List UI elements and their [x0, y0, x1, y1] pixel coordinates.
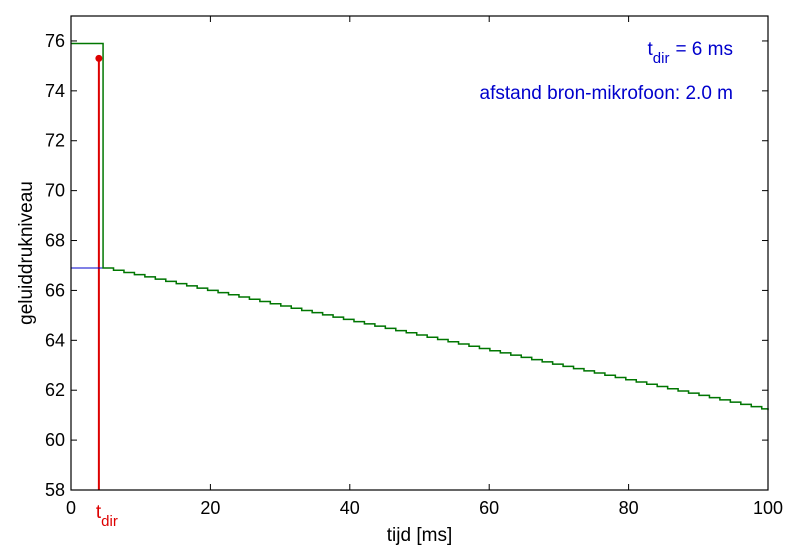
y-tick-label: 76 — [45, 31, 65, 51]
y-tick-label: 64 — [45, 330, 65, 350]
y-tick-label: 58 — [45, 480, 65, 500]
tdir-annotation: tdir = 6 ms — [647, 39, 733, 67]
x-tick-label: 60 — [479, 498, 499, 518]
tdir-axis-marker: tdir — [96, 502, 118, 530]
reverb-level-line — [71, 267, 769, 411]
y-tick-label: 66 — [45, 280, 65, 300]
plot-frame — [70, 15, 769, 491]
x-tick-label: 80 — [619, 498, 639, 518]
x-tick-label: 100 — [753, 498, 783, 518]
y-tick-label: 70 — [45, 181, 65, 201]
y-tick-label: 68 — [45, 231, 65, 251]
tdir-marker-sub: dir — [101, 513, 118, 530]
y-tick-label: 74 — [45, 81, 65, 101]
x-axis-label: tijd [ms] — [387, 525, 452, 546]
y-tick-label: 62 — [45, 380, 65, 400]
distance-annotation: afstand bron-mikrofoon: 2.0 m — [480, 83, 733, 104]
tdir-annotation-sub: dir — [653, 50, 670, 67]
tdir-marker-t: t — [96, 502, 102, 523]
y-tick-label: 72 — [45, 131, 65, 151]
y-tick-label: 60 — [45, 430, 65, 450]
axis-ticks: 0 20 40 60 80 100 58 60 62 64 66 68 70 72 74 76 — [45, 16, 783, 518]
tdir-annotation-value: = 6 ms — [675, 39, 733, 60]
x-tick-label: 20 — [200, 498, 220, 518]
x-tick-label: 0 — [66, 498, 76, 518]
total-level-line — [71, 42, 769, 411]
plot-area — [71, 42, 769, 490]
y-axis-label: geluiddrukniveau — [16, 181, 37, 325]
direct-sound-point — [95, 54, 103, 62]
tdir-annotation-t: t — [647, 39, 653, 60]
x-tick-label: 40 — [340, 498, 360, 518]
